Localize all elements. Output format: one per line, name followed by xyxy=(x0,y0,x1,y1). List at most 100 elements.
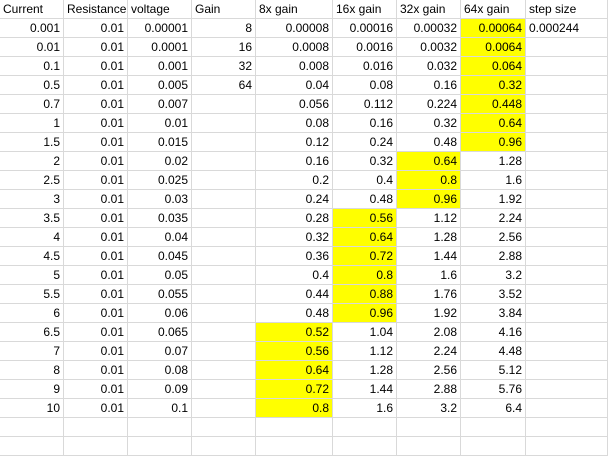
table-cell[interactable]: 2.56 xyxy=(461,228,526,247)
table-cell[interactable]: 0.56 xyxy=(256,342,333,361)
table-cell[interactable]: 0.24 xyxy=(256,190,333,209)
table-cell[interactable]: 16 xyxy=(192,38,256,57)
table-cell[interactable]: 0.2 xyxy=(256,171,333,190)
table-cell[interactable] xyxy=(526,247,608,266)
table-cell[interactable]: 0.1 xyxy=(0,57,64,76)
table-cell[interactable]: 1.04 xyxy=(333,323,397,342)
table-cell[interactable]: 4.16 xyxy=(461,323,526,342)
table-cell[interactable]: 0.01 xyxy=(64,114,128,133)
table-cell[interactable]: 0.001 xyxy=(0,19,64,38)
table-cell[interactable] xyxy=(526,380,608,399)
table-cell[interactable]: 0.0008 xyxy=(256,38,333,57)
table-cell[interactable]: 3.2 xyxy=(461,266,526,285)
table-cell[interactable]: 1 xyxy=(0,114,64,133)
table-cell[interactable] xyxy=(526,304,608,323)
table-cell[interactable]: 0.01 xyxy=(64,95,128,114)
table-cell[interactable]: 0.448 xyxy=(461,95,526,114)
table-cell[interactable]: 0.01 xyxy=(64,171,128,190)
table-cell[interactable]: 0.06 xyxy=(128,304,192,323)
table-cell[interactable]: 4 xyxy=(0,228,64,247)
table-cell[interactable]: 0.056 xyxy=(256,95,333,114)
empty-cell[interactable] xyxy=(0,437,64,456)
table-cell[interactable]: 0.8 xyxy=(397,171,461,190)
table-cell[interactable]: 3.5 xyxy=(0,209,64,228)
column-header[interactable]: 64x gain xyxy=(461,0,526,19)
table-cell[interactable]: 0.64 xyxy=(397,152,461,171)
table-cell[interactable] xyxy=(526,323,608,342)
table-cell[interactable] xyxy=(192,361,256,380)
empty-cell[interactable] xyxy=(397,437,461,456)
table-cell[interactable]: 0.01 xyxy=(64,38,128,57)
empty-cell[interactable] xyxy=(192,418,256,437)
column-header[interactable]: Gain xyxy=(192,0,256,19)
table-cell[interactable]: 0.24 xyxy=(333,133,397,152)
table-cell[interactable] xyxy=(526,114,608,133)
column-header[interactable]: 8x gain xyxy=(256,0,333,19)
table-cell[interactable] xyxy=(192,380,256,399)
table-cell[interactable]: 0.01 xyxy=(64,57,128,76)
table-cell[interactable]: 1.5 xyxy=(0,133,64,152)
table-cell[interactable]: 0.01 xyxy=(64,76,128,95)
table-cell[interactable]: 2.56 xyxy=(397,361,461,380)
empty-cell[interactable] xyxy=(128,437,192,456)
empty-cell[interactable] xyxy=(192,437,256,456)
table-cell[interactable]: 2.24 xyxy=(461,209,526,228)
empty-cell[interactable] xyxy=(256,418,333,437)
table-cell[interactable]: 3.2 xyxy=(397,399,461,418)
table-cell[interactable] xyxy=(192,133,256,152)
table-cell[interactable]: 0.001 xyxy=(128,57,192,76)
table-cell[interactable]: 0.5 xyxy=(0,76,64,95)
table-cell[interactable]: 0.08 xyxy=(333,76,397,95)
table-cell[interactable]: 0.008 xyxy=(256,57,333,76)
table-cell[interactable]: 1.12 xyxy=(333,342,397,361)
column-header[interactable]: Current xyxy=(0,0,64,19)
table-cell[interactable]: 0.00016 xyxy=(333,19,397,38)
table-cell[interactable]: 0.0001 xyxy=(128,38,192,57)
table-cell[interactable]: 0.44 xyxy=(256,285,333,304)
column-header[interactable]: 16x gain xyxy=(333,0,397,19)
column-header[interactable]: voltage xyxy=(128,0,192,19)
table-cell[interactable]: 0.01 xyxy=(64,342,128,361)
table-cell[interactable]: 0.96 xyxy=(461,133,526,152)
table-cell[interactable]: 0.4 xyxy=(256,266,333,285)
table-cell[interactable]: 0.72 xyxy=(333,247,397,266)
table-cell[interactable]: 1.6 xyxy=(461,171,526,190)
table-cell[interactable] xyxy=(192,152,256,171)
table-cell[interactable]: 5.12 xyxy=(461,361,526,380)
table-cell[interactable]: 64 xyxy=(192,76,256,95)
table-cell[interactable]: 0.4 xyxy=(333,171,397,190)
empty-cell[interactable] xyxy=(333,437,397,456)
table-cell[interactable] xyxy=(192,95,256,114)
table-cell[interactable]: 0.025 xyxy=(128,171,192,190)
table-cell[interactable]: 0.007 xyxy=(128,95,192,114)
table-cell[interactable]: 0.7 xyxy=(0,95,64,114)
table-cell[interactable] xyxy=(192,247,256,266)
column-header[interactable]: 32x gain xyxy=(397,0,461,19)
table-cell[interactable] xyxy=(192,209,256,228)
table-cell[interactable]: 0.005 xyxy=(128,76,192,95)
table-cell[interactable]: 0.03 xyxy=(128,190,192,209)
table-cell[interactable]: 0.035 xyxy=(128,209,192,228)
table-cell[interactable]: 3 xyxy=(0,190,64,209)
table-cell[interactable]: 0.0064 xyxy=(461,38,526,57)
table-cell[interactable]: 0.055 xyxy=(128,285,192,304)
table-cell[interactable]: 0.01 xyxy=(128,114,192,133)
table-cell[interactable]: 7 xyxy=(0,342,64,361)
empty-cell[interactable] xyxy=(64,418,128,437)
table-cell[interactable]: 1.28 xyxy=(397,228,461,247)
table-cell[interactable]: 0.04 xyxy=(128,228,192,247)
table-cell[interactable] xyxy=(192,266,256,285)
table-cell[interactable] xyxy=(192,190,256,209)
table-cell[interactable]: 0.88 xyxy=(333,285,397,304)
table-cell[interactable]: 0.064 xyxy=(461,57,526,76)
table-cell[interactable]: 0.16 xyxy=(256,152,333,171)
table-cell[interactable] xyxy=(526,209,608,228)
table-cell[interactable] xyxy=(192,285,256,304)
table-cell[interactable]: 1.28 xyxy=(333,361,397,380)
table-cell[interactable] xyxy=(526,171,608,190)
table-cell[interactable] xyxy=(192,114,256,133)
table-cell[interactable]: 0.01 xyxy=(64,323,128,342)
table-cell[interactable]: 0.05 xyxy=(128,266,192,285)
empty-cell[interactable] xyxy=(256,437,333,456)
table-cell[interactable]: 32 xyxy=(192,57,256,76)
